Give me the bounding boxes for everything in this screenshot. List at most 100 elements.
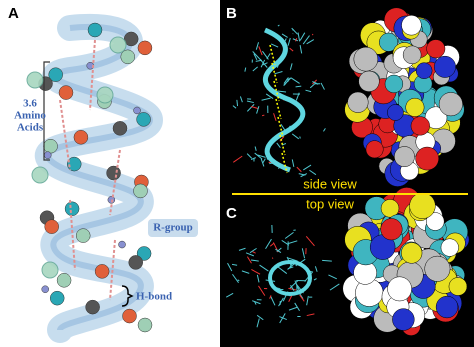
bond — [277, 90, 287, 93]
bond — [259, 264, 269, 272]
bond — [299, 45, 303, 54]
bond — [250, 106, 259, 109]
bond — [269, 295, 272, 299]
atom-sphere — [415, 146, 439, 171]
bond — [258, 285, 266, 296]
bond — [296, 166, 302, 173]
r-group-atom — [41, 261, 59, 279]
bond — [259, 59, 268, 68]
bracket — [43, 61, 50, 161]
bond — [323, 128, 326, 132]
r-group-atom — [31, 166, 49, 184]
bond — [322, 259, 332, 262]
bond — [309, 82, 317, 89]
bond — [238, 247, 246, 251]
bond — [306, 39, 315, 45]
repeat-label: Acids — [17, 122, 44, 134]
bond — [249, 247, 257, 254]
atom-sphere — [392, 308, 415, 331]
bond — [314, 266, 318, 272]
r-group-label: R-group — [153, 222, 193, 234]
bond — [292, 28, 294, 31]
bond — [260, 59, 266, 68]
bond — [305, 235, 315, 247]
bond — [288, 306, 298, 311]
bond — [270, 296, 276, 306]
bond — [313, 278, 317, 281]
bond — [320, 82, 325, 90]
bond — [270, 43, 279, 48]
bond — [237, 279, 240, 282]
bond — [250, 157, 257, 160]
bond — [232, 273, 239, 284]
bond — [231, 263, 238, 266]
atom — [137, 317, 153, 333]
bond — [261, 97, 271, 101]
bond — [287, 240, 298, 245]
h-bond — [279, 134, 286, 156]
atom-sphere — [387, 276, 412, 302]
h-bond — [275, 98, 282, 120]
atom — [44, 219, 59, 234]
atom — [120, 49, 135, 65]
bond — [283, 78, 289, 84]
bond — [287, 257, 298, 262]
atom-sphere — [405, 97, 425, 117]
atom — [128, 255, 143, 270]
atom — [94, 264, 110, 279]
atom-sphere — [426, 39, 446, 59]
bond — [275, 248, 282, 254]
bond — [241, 270, 250, 274]
atom — [136, 246, 152, 261]
bond — [329, 283, 340, 291]
h-bond — [269, 44, 276, 66]
bond — [295, 38, 298, 42]
atom — [123, 31, 139, 47]
bond — [291, 27, 298, 35]
atom — [48, 67, 63, 82]
bond — [236, 99, 239, 107]
atom-sphere — [347, 91, 369, 113]
atom — [122, 308, 137, 324]
bond — [297, 32, 301, 42]
bond — [266, 53, 271, 60]
atom-sphere — [409, 192, 436, 219]
atom-sphere — [425, 212, 445, 231]
bond — [252, 251, 256, 254]
bond — [256, 106, 260, 114]
caption: side view — [303, 176, 357, 191]
h-bond — [273, 80, 280, 102]
r-group-atom — [96, 86, 114, 104]
h-bond — [277, 116, 284, 138]
bond — [265, 238, 272, 249]
atom — [56, 273, 72, 288]
bond — [306, 313, 315, 317]
bond — [225, 292, 234, 298]
bond — [291, 133, 300, 140]
bond — [258, 46, 263, 56]
bond — [287, 263, 295, 270]
bond — [312, 79, 318, 85]
h-bond-line — [59, 99, 71, 171]
bond — [251, 269, 261, 275]
atom-sphere — [410, 116, 430, 136]
bond — [311, 33, 314, 36]
atom-sphere — [353, 46, 379, 72]
bond — [269, 243, 275, 247]
bond — [227, 262, 233, 272]
bond — [306, 295, 309, 306]
bond — [252, 66, 258, 72]
bond — [253, 53, 258, 61]
stick-model-top — [225, 225, 340, 328]
bond — [252, 300, 261, 305]
atom — [137, 40, 153, 56]
bond — [244, 67, 247, 72]
stick-model-side — [232, 24, 326, 178]
bond — [232, 155, 243, 163]
bond — [255, 42, 260, 50]
bond — [281, 239, 290, 246]
bond — [256, 274, 260, 283]
bond — [262, 158, 266, 164]
atom-sphere — [365, 140, 384, 159]
